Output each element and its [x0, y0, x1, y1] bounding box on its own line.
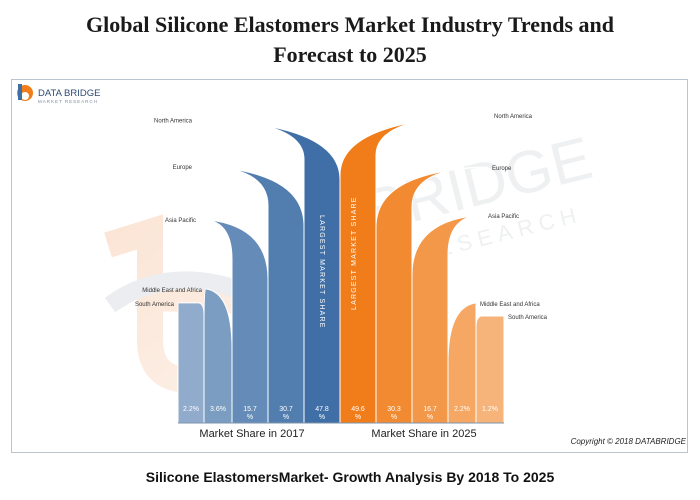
value-label: 15.7 — [243, 406, 257, 413]
category-label-2025: Middle East and Africa — [480, 302, 540, 308]
category-label-2025: Europe — [492, 166, 512, 172]
brand-logo: DATA BRIDGE MARKET RESEARCH — [17, 84, 100, 104]
series-label-2017: Market Share in 2017 — [199, 428, 304, 440]
series-label-2025: Market Share in 2025 — [371, 428, 476, 440]
bar-2025-north-america — [339, 114, 491, 424]
value-label: 30.3 — [387, 406, 401, 413]
value-label: 2.2% — [454, 406, 470, 413]
bar-2017-asia-pacific — [199, 218, 269, 424]
chart-caption: Silicone ElastomersMarket- Growth Analys… — [145, 469, 555, 485]
band-text-2025: LARGEST MARKET SHARE — [351, 196, 358, 310]
category-label-2025: North America — [494, 114, 533, 120]
series-2025: North America Europe Asia Pacific Middle Ea… — [339, 114, 548, 424]
category-label-2017: South America — [135, 302, 175, 308]
value-label-unit: % — [283, 414, 289, 421]
value-label: 3.6% — [210, 406, 226, 413]
value-label-unit: % — [247, 414, 253, 421]
category-label-2025: South America — [508, 315, 548, 321]
bar-2025-asia-pacific — [411, 214, 485, 424]
value-label: 47.8 — [315, 406, 329, 413]
title-line-1: Global Silicone Elastomers Market Indust… — [85, 12, 615, 37]
value-label: 2.2% — [183, 406, 199, 413]
category-label-2017: Asia Pacific — [165, 218, 196, 224]
data-labels: 47.8%30.7%15.7%3.6%2.2% 49.6%30.3%16.7%2.… — [183, 406, 498, 421]
value-label: 30.7 — [279, 406, 293, 413]
band-text-2017: LARGEST MARKET SHARE — [318, 215, 325, 329]
bar-2025-south-america — [475, 315, 505, 424]
value-label-unit: % — [427, 414, 433, 421]
value-label-unit: % — [391, 414, 397, 421]
category-label-2017: Middle East and Africa — [142, 288, 202, 294]
value-label: 16.7 — [423, 406, 437, 413]
bar-2017-south-america — [177, 302, 205, 424]
bar-2025-middle-east-and-africa — [447, 302, 477, 424]
series-2017: North America Europe Asia Pacific Middle Ea… — [135, 118, 341, 424]
bar-2025-europe — [375, 166, 489, 424]
category-label-2025: Asia Pacific — [488, 214, 519, 220]
category-label-2017: North America — [154, 118, 193, 124]
bar-2017-europe — [195, 165, 305, 424]
value-label-unit: % — [319, 414, 325, 421]
logo-tagline: MARKET RESEARCH — [38, 99, 98, 104]
chart-title: Global Silicone Elastomers Market Indust… — [0, 10, 700, 70]
logo-name: DATA BRIDGE — [38, 88, 100, 99]
copyright-text: Copyright © 2018 DATABRIDGE — [571, 437, 687, 446]
category-label-2017: Europe — [173, 165, 193, 171]
value-label: 49.6 — [351, 406, 365, 413]
value-label-unit: % — [355, 414, 361, 421]
title-line-2: Forecast to 2025 — [273, 42, 427, 67]
value-label: 1.2% — [482, 406, 498, 413]
